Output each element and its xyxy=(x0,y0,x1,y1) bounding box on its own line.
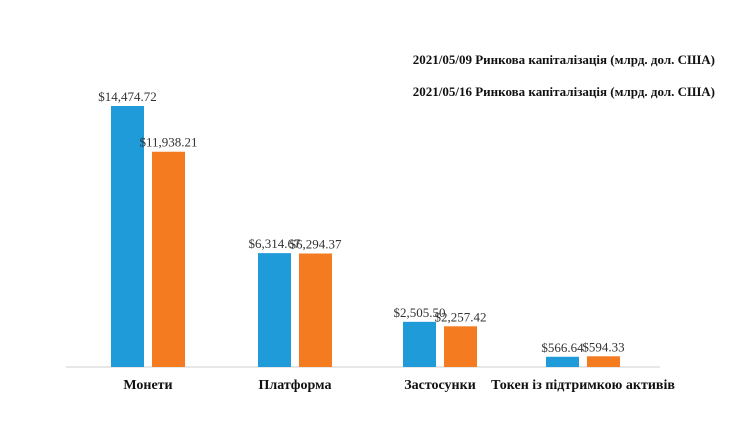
bar-series-1-cat-2 xyxy=(258,253,291,367)
data-label-series-2-cat-1: $11,938.21 xyxy=(139,135,197,150)
value-labels-group: $14,474.72 $11,938.21 $6,314.67$6,294.37 $2… xyxy=(98,89,624,355)
category-labels-group: Монети Платформа Застосунки Токен із підтри… xyxy=(123,378,675,393)
data-label-series-1-cat-2: $6,314.67 xyxy=(249,236,302,251)
legend-series-1: 2021/05/09 Ринкова капіталізація (млрд. … xyxy=(413,52,715,67)
data-label-series-1-cat-4: $566.64 xyxy=(541,340,584,355)
category-label-1: Монети xyxy=(123,378,172,393)
data-label-series-2-cat-3: $2,257.42 xyxy=(435,309,487,324)
data-label-series-1-cat-3: $2,505.50 xyxy=(394,305,446,320)
bar-series-1-cat-3 xyxy=(403,321,436,367)
legend: 2021/05/09 Ринкова капіталізація (млрд. … xyxy=(413,52,715,99)
category-label-3: Застосунки xyxy=(404,378,476,393)
bar-series-2-cat-1 xyxy=(152,151,185,367)
category-label-4: Токен із підтримкою активів xyxy=(491,378,675,393)
data-label-series-2-cat-2: $6,294.37 xyxy=(290,237,343,252)
bar-series-1-cat-4 xyxy=(546,356,579,367)
bar-series-1-cat-1 xyxy=(111,106,144,367)
bar-series-2-cat-2 xyxy=(299,253,332,367)
legend-series-2: 2021/05/16 Ринкова капіталізація (млрд. … xyxy=(413,84,715,99)
category-label-2: Платформа xyxy=(259,378,332,393)
data-label-series-1-cat-1: $14,474.72 xyxy=(98,89,157,104)
bar-series-2-cat-4 xyxy=(587,356,620,367)
bar-series-2-cat-3 xyxy=(444,326,477,367)
data-label-series-2-cat-4: $594.33 xyxy=(582,339,624,354)
bars-group xyxy=(111,106,620,367)
